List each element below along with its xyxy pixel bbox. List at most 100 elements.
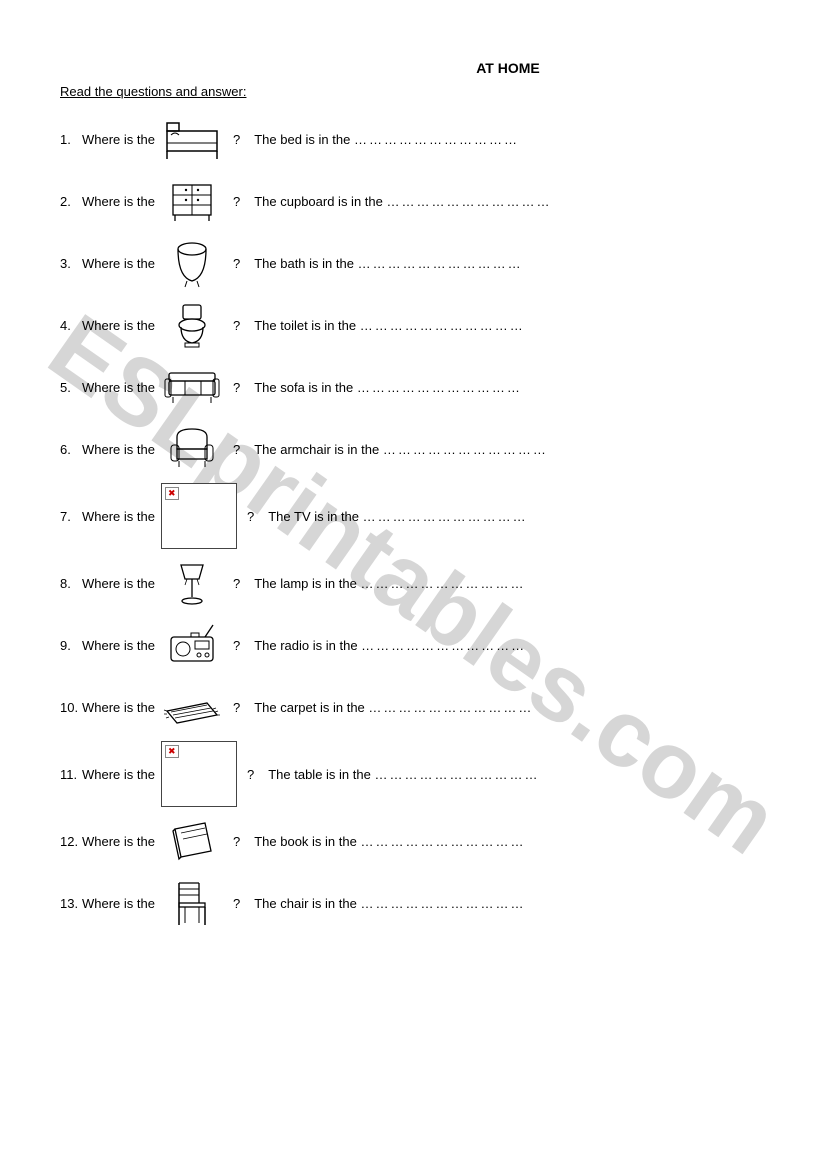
question-prefix: Where is the (82, 834, 155, 849)
question-row: 8.Where is the? The lamp is in the ………………… (60, 555, 776, 611)
chair-icon (161, 877, 223, 929)
answer-text: The bath is in the …………………………… (254, 256, 522, 271)
answer-blank: …………………………… (360, 318, 525, 333)
answer-prefix: The TV is in the (268, 509, 362, 524)
answer-text: The armchair is in the …………………………… (254, 442, 548, 457)
answer-blank: …………………………… (386, 194, 551, 209)
question-list: 1.Where is the?The bed is in the …………………… (60, 111, 776, 931)
answer-prefix: The sofa is in the (254, 380, 357, 395)
answer-text: The TV is in the …………………………… (268, 509, 527, 524)
question-prefix: Where is the (82, 380, 155, 395)
question-row: 13.Where is the? The chair is in the …………… (60, 875, 776, 931)
answer-prefix: The radio is in the (254, 638, 361, 653)
question-number: 5. (60, 380, 82, 395)
question-row: 3.Where is the? The bath is in the ………………… (60, 235, 776, 291)
answer-blank: …………………………… (383, 442, 548, 457)
question-mark: ? (233, 700, 240, 715)
question-number: 13. (60, 896, 82, 911)
question-number: 4. (60, 318, 82, 333)
question-number: 6. (60, 442, 82, 457)
answer-blank: …………………………… (357, 380, 522, 395)
question-prefix: Where is the (82, 896, 155, 911)
question-prefix: Where is the (82, 576, 155, 591)
answer-text: The chair is in the …………………………… (254, 896, 525, 911)
question-prefix: Where is the (82, 442, 155, 457)
answer-text: The carpet is in the …………………………… (254, 700, 533, 715)
answer-blank: …………………………… (361, 638, 526, 653)
answer-text: The book is in the …………………………… (254, 834, 525, 849)
bed-icon (161, 113, 223, 165)
answer-blank: …………………………… (360, 576, 525, 591)
table-icon (161, 741, 237, 807)
question-number: 12. (60, 834, 82, 849)
answer-prefix: The toilet is in the (254, 318, 360, 333)
answer-blank: …………………………… (358, 256, 523, 271)
answer-text: The cupboard is in the …………………………… (254, 194, 551, 209)
question-prefix: Where is the (82, 318, 155, 333)
question-prefix: Where is the (82, 194, 155, 209)
sofa-icon (161, 361, 223, 413)
question-number: 9. (60, 638, 82, 653)
answer-text: The table is in the …………………………… (268, 767, 539, 782)
question-prefix: Where is the (82, 767, 155, 782)
cupboard-icon (161, 175, 223, 227)
toilet-icon (161, 299, 223, 351)
question-number: 1. (60, 132, 82, 147)
carpet-icon (161, 681, 223, 733)
question-mark: ? (233, 442, 240, 457)
question-number: 3. (60, 256, 82, 271)
bath-icon (161, 237, 223, 289)
book-icon (161, 815, 223, 867)
answer-prefix: The armchair is in the (254, 442, 383, 457)
question-mark: ? (233, 576, 240, 591)
question-number: 10. (60, 700, 82, 715)
worksheet-page: AT HOME Read the questions and answer: 1… (0, 0, 826, 977)
answer-prefix: The chair is in the (254, 896, 360, 911)
answer-blank: …………………………… (363, 509, 528, 524)
question-mark: ? (233, 380, 240, 395)
answer-blank: …………………………… (374, 767, 539, 782)
answer-text: The toilet is in the …………………………… (254, 318, 525, 333)
question-row: 10.Where is the? The carpet is in the ………… (60, 679, 776, 735)
page-title: AT HOME (240, 60, 776, 76)
question-number: 2. (60, 194, 82, 209)
question-row: 9.Where is the? The radio is in the ……………… (60, 617, 776, 673)
question-row: 4.Where is the?The toilet is in the …………… (60, 297, 776, 353)
question-row: 6.Where is the? The armchair is in the ……… (60, 421, 776, 477)
answer-blank: …………………………… (354, 132, 519, 147)
question-row: 1.Where is the? The bed is in the …………………… (60, 111, 776, 167)
tv-icon (161, 483, 237, 549)
question-mark: ? (233, 132, 240, 147)
question-row: 12.Where is the?The book is in the ……………… (60, 813, 776, 869)
answer-blank: …………………………… (368, 700, 533, 715)
question-mark: ? (233, 256, 240, 271)
answer-prefix: The table is in the (268, 767, 374, 782)
question-number: 8. (60, 576, 82, 591)
question-row: 7.Where is the?The TV is in the ……………………… (60, 483, 776, 549)
radio-icon (161, 619, 223, 671)
question-prefix: Where is the (82, 256, 155, 271)
armchair-icon (161, 423, 223, 475)
question-prefix: Where is the (82, 638, 155, 653)
question-row: 11.Where is the?The table is in the …………… (60, 741, 776, 807)
answer-prefix: The book is in the (254, 834, 360, 849)
answer-text: The sofa is in the …………………………… (254, 380, 522, 395)
answer-prefix: The lamp is in the (254, 576, 360, 591)
answer-prefix: The bath is in the (254, 256, 357, 271)
question-prefix: Where is the (82, 132, 155, 147)
answer-prefix: The bed is in the (254, 132, 354, 147)
question-number: 11. (60, 767, 82, 782)
question-mark: ? (233, 638, 240, 653)
answer-text: The lamp is in the …………………………… (254, 576, 525, 591)
question-row: 2.Where is the?The cupboard is in the ……… (60, 173, 776, 229)
answer-blank: …………………………… (360, 896, 525, 911)
answer-text: The radio is in the …………………………… (254, 638, 526, 653)
answer-text: The bed is in the …………………………… (254, 132, 519, 147)
answer-prefix: The carpet is in the (254, 700, 368, 715)
question-mark: ? (233, 896, 240, 911)
question-row: 5.Where is the? The sofa is in the ………………… (60, 359, 776, 415)
question-mark: ? (247, 509, 254, 524)
question-prefix: Where is the (82, 700, 155, 715)
answer-prefix: The cupboard is in the (254, 194, 386, 209)
question-prefix: Where is the (82, 509, 155, 524)
